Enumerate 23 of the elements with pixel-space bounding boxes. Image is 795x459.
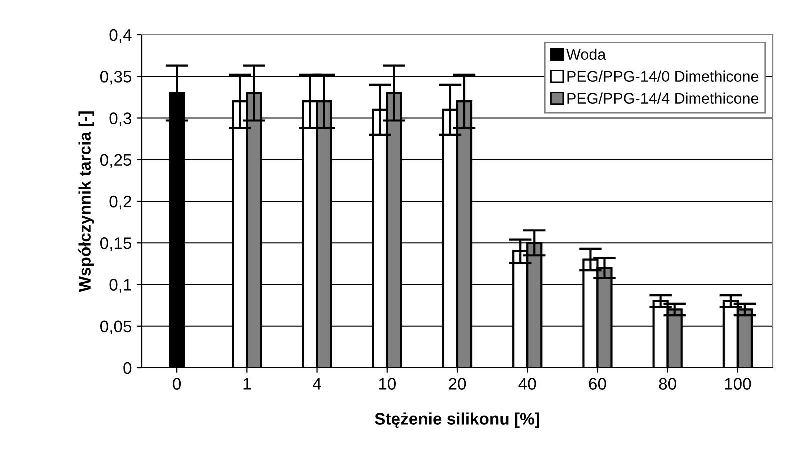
- x-axis-title: Stężenie silikonu [%]: [375, 412, 540, 428]
- legend-label: Woda: [566, 48, 606, 60]
- y-tick-label: 0,35: [100, 71, 132, 85]
- y-tick-label: 0,3: [110, 112, 132, 126]
- y-tick-label: 0,25: [100, 154, 132, 168]
- x-tick-label: 80: [659, 378, 676, 390]
- y-tick-label: 0,05: [100, 320, 132, 335]
- legend-label: PEG/PPG-14/4 Dimethicone: [568, 92, 759, 104]
- x-tick-label: 0: [173, 378, 182, 390]
- x-tick-label: 10: [379, 378, 396, 390]
- y-tick-label: 0,15: [100, 238, 132, 252]
- legend-label: PEG/PPG-14/0 Dimethicone: [568, 70, 759, 82]
- x-tick-label: 1: [244, 378, 251, 390]
- y-tick-label: 0,2: [110, 196, 132, 210]
- x-tick-label: 20: [449, 378, 466, 390]
- y-tick-label: 0: [124, 362, 132, 374]
- y-tick-label: 0,4: [110, 29, 132, 44]
- y-tick-label: 0,1: [110, 279, 132, 293]
- y-axis-title: Współczynnik tarcia [-]: [78, 112, 94, 292]
- x-tick-label: 60: [589, 378, 606, 390]
- x-tick-label: 100: [725, 378, 752, 390]
- x-tick-label: 4: [313, 378, 322, 390]
- x-tick-label: 40: [518, 378, 536, 390]
